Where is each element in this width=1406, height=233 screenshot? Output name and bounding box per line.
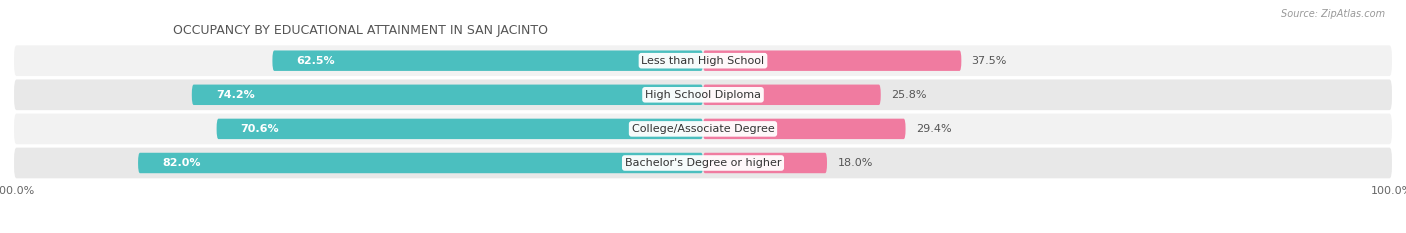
FancyBboxPatch shape: [191, 85, 703, 105]
Text: OCCUPANCY BY EDUCATIONAL ATTAINMENT IN SAN JACINTO: OCCUPANCY BY EDUCATIONAL ATTAINMENT IN S…: [173, 24, 547, 37]
Text: 18.0%: 18.0%: [838, 158, 873, 168]
Text: 25.8%: 25.8%: [891, 90, 927, 100]
Text: College/Associate Degree: College/Associate Degree: [631, 124, 775, 134]
FancyBboxPatch shape: [273, 51, 703, 71]
FancyBboxPatch shape: [217, 119, 703, 139]
Text: High School Diploma: High School Diploma: [645, 90, 761, 100]
Text: 82.0%: 82.0%: [162, 158, 201, 168]
Text: Bachelor's Degree or higher: Bachelor's Degree or higher: [624, 158, 782, 168]
FancyBboxPatch shape: [703, 153, 827, 173]
FancyBboxPatch shape: [703, 119, 905, 139]
FancyBboxPatch shape: [703, 51, 962, 71]
Text: 37.5%: 37.5%: [972, 56, 1007, 66]
FancyBboxPatch shape: [14, 45, 1392, 76]
Text: Source: ZipAtlas.com: Source: ZipAtlas.com: [1281, 9, 1385, 19]
Text: 62.5%: 62.5%: [297, 56, 335, 66]
FancyBboxPatch shape: [14, 148, 1392, 178]
Text: 74.2%: 74.2%: [217, 90, 254, 100]
FancyBboxPatch shape: [138, 153, 703, 173]
Text: 29.4%: 29.4%: [915, 124, 952, 134]
Text: Less than High School: Less than High School: [641, 56, 765, 66]
FancyBboxPatch shape: [703, 85, 880, 105]
FancyBboxPatch shape: [14, 79, 1392, 110]
FancyBboxPatch shape: [14, 113, 1392, 144]
Text: 70.6%: 70.6%: [240, 124, 280, 134]
